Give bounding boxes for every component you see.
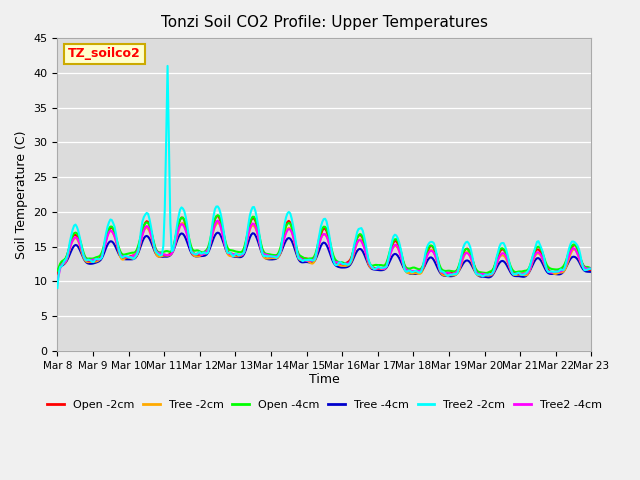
Tree2 -2cm <box>54 285 61 291</box>
Tree2 -2cm <box>515 270 523 276</box>
Open -4cm <box>588 265 595 271</box>
Title: Tonzi Soil CO2 Profile: Upper Temperatures: Tonzi Soil CO2 Profile: Upper Temperatur… <box>161 15 488 30</box>
Tree -4cm <box>586 269 594 275</box>
Open -4cm <box>330 253 337 259</box>
Tree2 -2cm <box>588 266 595 272</box>
Tree2 -4cm <box>54 277 61 283</box>
Line: Tree -4cm: Tree -4cm <box>58 233 591 277</box>
Tree -4cm <box>436 269 444 275</box>
Tree -2cm <box>330 256 337 262</box>
Text: TZ_soilco2: TZ_soilco2 <box>68 48 141 60</box>
Tree2 -4cm <box>436 265 444 271</box>
Open -2cm <box>54 271 61 276</box>
Legend: Open -2cm, Tree -2cm, Open -4cm, Tree -4cm, Tree2 -2cm, Tree2 -4cm: Open -2cm, Tree -2cm, Open -4cm, Tree -4… <box>43 395 606 414</box>
Tree -4cm <box>330 260 337 265</box>
Tree2 -4cm <box>72 234 79 240</box>
Line: Tree -2cm: Tree -2cm <box>58 223 591 276</box>
Tree2 -4cm <box>88 257 96 263</box>
Tree -2cm <box>54 272 61 278</box>
Tree -2cm <box>214 220 221 226</box>
Tree -2cm <box>88 258 96 264</box>
Open -4cm <box>72 229 79 235</box>
Open -4cm <box>214 212 221 218</box>
Tree -4cm <box>72 242 79 248</box>
Open -2cm <box>436 264 444 270</box>
Open -2cm <box>214 213 221 219</box>
Open -2cm <box>72 232 79 238</box>
Tree -4cm <box>88 261 96 266</box>
Line: Open -2cm: Open -2cm <box>58 216 591 274</box>
Tree2 -2cm <box>164 63 172 69</box>
Open -2cm <box>588 267 595 273</box>
Open -4cm <box>88 256 96 262</box>
Open -2cm <box>483 271 491 277</box>
Tree -4cm <box>516 274 524 279</box>
Line: Open -4cm: Open -4cm <box>58 215 591 273</box>
Tree -4cm <box>484 275 492 280</box>
Tree -2cm <box>72 235 79 241</box>
Open -4cm <box>482 270 490 276</box>
Open -2cm <box>516 271 524 277</box>
Tree -2cm <box>516 272 524 277</box>
Tree -2cm <box>476 273 484 278</box>
Open -4cm <box>436 262 444 268</box>
Tree -2cm <box>586 266 594 272</box>
Open -4cm <box>516 269 524 275</box>
Tree -4cm <box>54 266 61 272</box>
Tree -4cm <box>214 230 221 236</box>
Open -2cm <box>88 258 96 264</box>
Tree2 -4cm <box>214 218 221 224</box>
Tree2 -2cm <box>330 258 337 264</box>
Tree -2cm <box>436 266 444 272</box>
Tree2 -4cm <box>515 271 523 276</box>
Y-axis label: Soil Temperature (C): Soil Temperature (C) <box>15 130 28 259</box>
Tree2 -2cm <box>72 222 79 228</box>
Tree -4cm <box>588 269 595 275</box>
Tree2 -2cm <box>436 265 444 271</box>
Open -4cm <box>54 268 61 274</box>
Open -2cm <box>586 267 594 273</box>
Tree2 -4cm <box>588 265 595 271</box>
Tree2 -4cm <box>330 257 337 263</box>
X-axis label: Time: Time <box>309 373 340 386</box>
Line: Tree2 -2cm: Tree2 -2cm <box>58 66 591 288</box>
Line: Tree2 -4cm: Tree2 -4cm <box>58 221 591 280</box>
Tree2 -2cm <box>88 259 96 264</box>
Open -2cm <box>330 256 337 262</box>
Open -4cm <box>586 265 594 271</box>
Tree2 -2cm <box>585 266 593 272</box>
Tree2 -4cm <box>585 266 593 272</box>
Tree -2cm <box>588 265 595 271</box>
